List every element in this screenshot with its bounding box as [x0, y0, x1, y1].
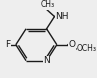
- Text: F: F: [6, 40, 11, 49]
- Text: CH₃: CH₃: [40, 0, 54, 9]
- Text: NH: NH: [55, 12, 69, 21]
- Text: OCH₃: OCH₃: [77, 44, 97, 54]
- Text: O: O: [69, 40, 76, 49]
- Text: N: N: [43, 56, 50, 65]
